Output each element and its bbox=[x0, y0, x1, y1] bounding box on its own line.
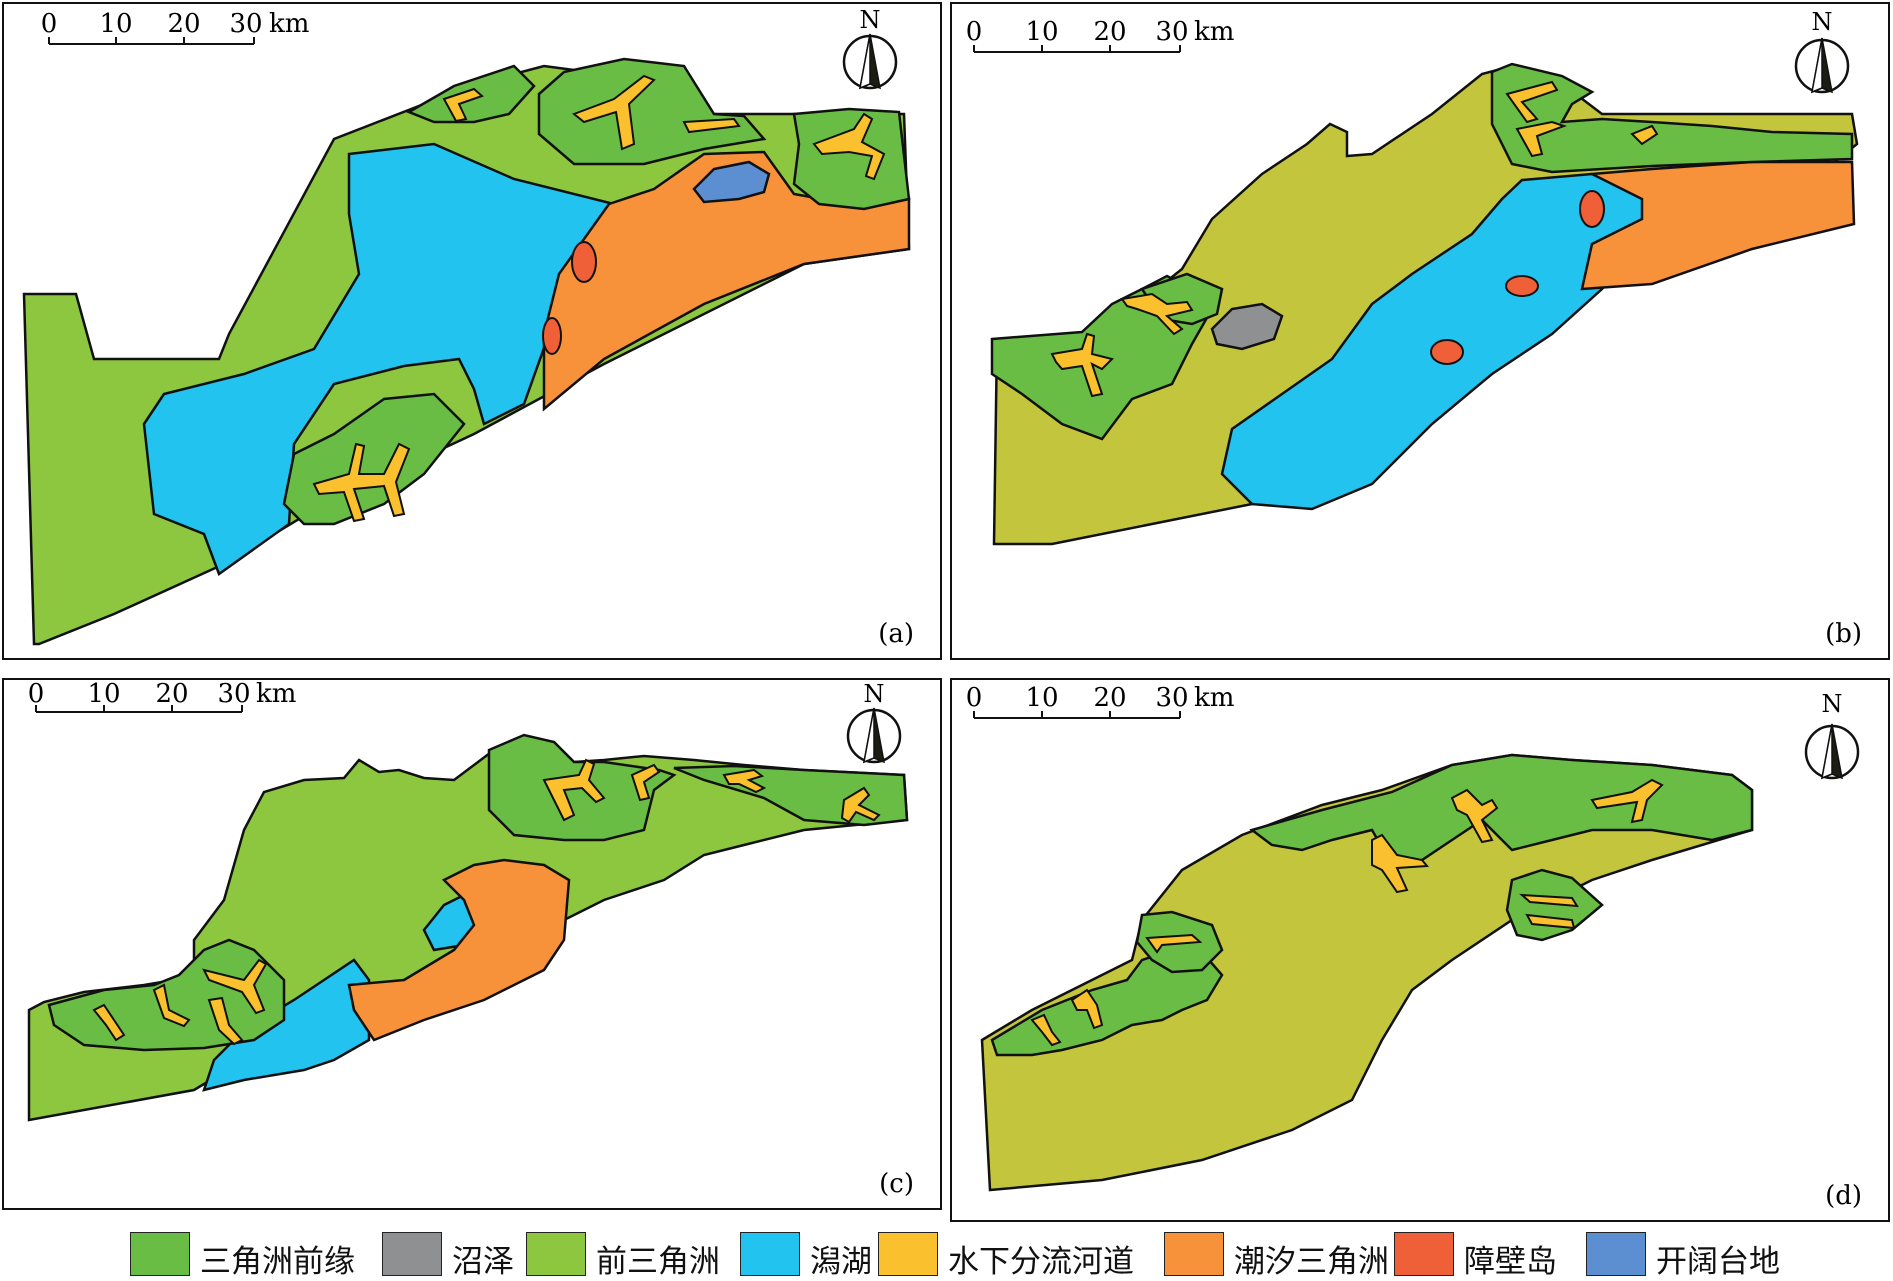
scale-tick-10: 10 bbox=[87, 680, 120, 709]
north-label: N bbox=[860, 6, 881, 34]
north-label: N bbox=[864, 680, 885, 708]
scale-tick-10: 10 bbox=[1025, 17, 1058, 47]
legend-swatch bbox=[1164, 1232, 1224, 1276]
scale-tick-20: 20 bbox=[155, 680, 188, 709]
region-barrier-islands bbox=[542, 241, 597, 355]
scale-tick-0: 0 bbox=[966, 17, 983, 47]
scale-bar: 0 10 20 30 km bbox=[28, 680, 296, 713]
map-panel-b: 0 10 20 30 km N (b) bbox=[950, 2, 1890, 660]
scale-unit: km bbox=[269, 9, 309, 39]
map-d: 0 10 20 30 km N (d) bbox=[966, 683, 1862, 1211]
panel-label-c: (c) bbox=[879, 1169, 914, 1199]
scale-tick-0: 0 bbox=[966, 683, 983, 713]
region-tidal-delta bbox=[542, 150, 911, 412]
map-b: 0 10 20 30 km N (b) bbox=[966, 8, 1862, 649]
north-label: N bbox=[1812, 8, 1833, 36]
panel-label-a: (a) bbox=[878, 619, 914, 649]
legend-swatch bbox=[878, 1232, 938, 1276]
scale-tick-20: 20 bbox=[1093, 683, 1126, 713]
legend-label: 障壁岛 bbox=[1464, 1244, 1557, 1280]
legend-label: 潮汐三角洲 bbox=[1234, 1244, 1389, 1280]
region-tidal-delta bbox=[347, 858, 571, 1042]
map-a: 0 10 20 30 km N (a) bbox=[22, 6, 914, 649]
map-panel-c: 0 10 20 30 km N (c) bbox=[2, 678, 942, 1210]
legend-swatch bbox=[1394, 1232, 1454, 1276]
legend-label: 水下分流河道 bbox=[948, 1244, 1134, 1280]
scale-unit: km bbox=[1194, 17, 1234, 47]
legend-label: 前三角洲 bbox=[596, 1244, 720, 1280]
legend-label: 开阔台地 bbox=[1656, 1244, 1780, 1280]
region-channels bbox=[1050, 80, 1659, 398]
north-label: N bbox=[1822, 690, 1843, 718]
scale-tick-20: 20 bbox=[167, 9, 200, 39]
north-arrow-icon: N bbox=[842, 6, 898, 90]
scale-bar: 0 10 20 30 km bbox=[966, 683, 1234, 719]
scale-unit: km bbox=[256, 680, 296, 709]
legend-swatch bbox=[382, 1232, 442, 1276]
region-barrier-islands bbox=[1430, 190, 1605, 365]
legend-swatch bbox=[1586, 1232, 1646, 1276]
legend: 三角洲前缘 沼泽 前三角洲 潟湖 水下分流河道 潮汐三角洲 障壁岛 开阔台地 bbox=[130, 1224, 1810, 1280]
panel-label-d: (d) bbox=[1825, 1181, 1862, 1211]
legend-label: 三角洲前缘 bbox=[200, 1244, 355, 1280]
legend-label: 潟湖 bbox=[810, 1244, 872, 1280]
region-swamp bbox=[1210, 302, 1284, 351]
region-channels bbox=[1030, 778, 1664, 1047]
scale-bar: 0 10 20 30 km bbox=[966, 17, 1234, 53]
legend-swatch bbox=[130, 1232, 190, 1276]
panel-label-b: (b) bbox=[1825, 619, 1862, 649]
north-arrow-icon: N bbox=[1794, 8, 1850, 94]
legend-swatch bbox=[740, 1232, 800, 1276]
scale-tick-10: 10 bbox=[1025, 683, 1058, 713]
map-c: 0 10 20 30 km N (c) bbox=[28, 680, 914, 1199]
legend-swatch bbox=[526, 1232, 586, 1276]
scale-bar: 0 10 20 30 km bbox=[41, 9, 309, 45]
map-panel-d: 0 10 20 30 km N (d) bbox=[950, 678, 1890, 1222]
map-panel-a: 0 10 20 30 km N (a) bbox=[2, 2, 942, 660]
legend-label: 沼泽 bbox=[452, 1244, 514, 1280]
scale-unit: km bbox=[1194, 683, 1234, 713]
region-delta-front bbox=[282, 57, 911, 526]
region-channels bbox=[92, 758, 881, 1046]
north-arrow-icon: N bbox=[846, 680, 902, 764]
scale-tick-30: 30 bbox=[217, 680, 250, 709]
scale-tick-30: 30 bbox=[1155, 17, 1188, 47]
scale-tick-0: 0 bbox=[28, 680, 45, 709]
region-open-platform bbox=[692, 160, 771, 204]
north-arrow-icon: N bbox=[1804, 690, 1860, 780]
scale-tick-30: 30 bbox=[1155, 683, 1188, 713]
scale-tick-0: 0 bbox=[41, 9, 58, 39]
region-channels bbox=[312, 74, 886, 523]
scale-tick-10: 10 bbox=[99, 9, 132, 39]
scale-tick-20: 20 bbox=[1093, 17, 1126, 47]
scale-tick-30: 30 bbox=[229, 9, 262, 39]
